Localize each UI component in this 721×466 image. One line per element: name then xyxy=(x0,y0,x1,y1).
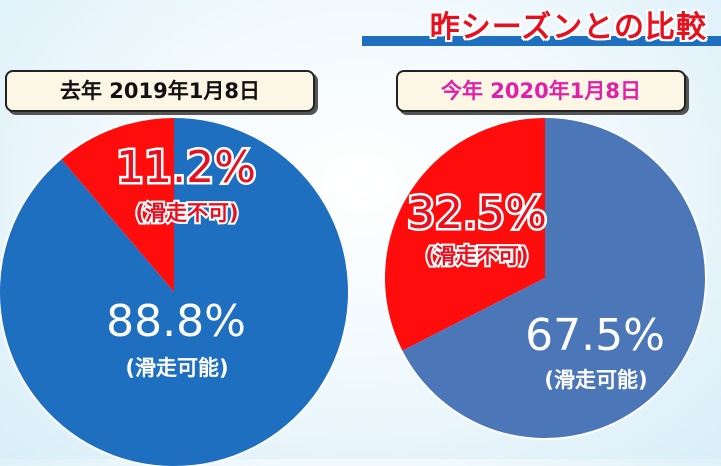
pie-title-2020: 今年 2020年1月8日 xyxy=(396,70,686,112)
pie-title-2019: 去年 2019年1月8日 xyxy=(5,70,315,112)
sub-label-unskiable-2020: (滑走不可) xyxy=(425,244,528,268)
pie-slice-unskiable-2019 xyxy=(61,118,174,292)
pie-slice-skiable-2019 xyxy=(0,118,348,466)
sub-label-skiable-2019: (滑走可能) xyxy=(125,356,228,380)
pie-chart-2020: 32.5% (滑走不可) 67.5% (滑走可能) xyxy=(383,116,707,440)
pie-slice-skiable-2020 xyxy=(402,118,705,438)
pct-label-skiable-2020: 67.5% xyxy=(525,310,665,361)
pct-label-unskiable-2019: 11.2% xyxy=(116,142,256,193)
pie-chart-2019: 11.2% (滑走不可) 88.8% (滑走可能) xyxy=(0,116,350,466)
pct-label-unskiable-2020: 32.5% xyxy=(407,188,547,239)
header: 昨シーズンとの比較 xyxy=(362,0,721,50)
sub-label-skiable-2020: (滑走可能) xyxy=(544,368,647,392)
pie-slice-unskiable-2020 xyxy=(385,118,545,351)
page-title: 昨シーズンとの比較 xyxy=(429,10,707,45)
title-underline-bar xyxy=(362,36,721,46)
pct-label-skiable-2019: 88.8% xyxy=(106,296,246,347)
sub-label-unskiable-2019: (滑走不可) xyxy=(135,201,238,225)
